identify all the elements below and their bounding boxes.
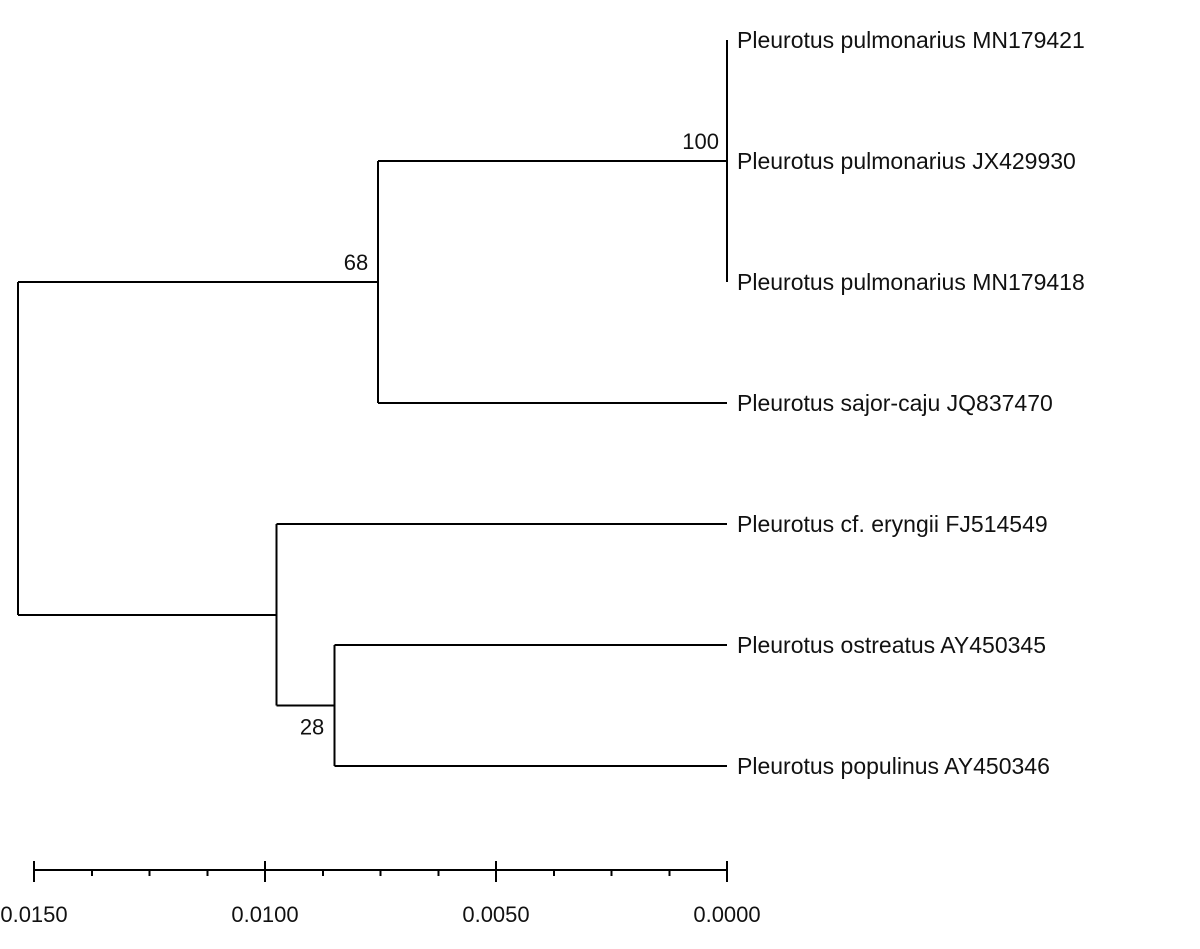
tick-label: 0.0150 bbox=[0, 902, 67, 927]
tick-label: 0.0050 bbox=[462, 902, 529, 927]
support-value-pulmonarius-sajorcaju-clade: 68 bbox=[344, 250, 368, 275]
taxon-label: Pleurotus populinus AY450346 bbox=[737, 753, 1050, 779]
support-values: 100 68 28 bbox=[300, 129, 719, 740]
taxon-label: Pleurotus pulmonarius JX429930 bbox=[737, 148, 1076, 174]
tick-label: 0.0000 bbox=[693, 902, 760, 927]
taxon-label: Pleurotus cf. eryngii FJ514549 bbox=[737, 511, 1048, 537]
support-value-ostreatus-populinus-clade: 28 bbox=[300, 715, 324, 740]
tick-label: 0.0100 bbox=[231, 902, 298, 927]
taxon-label: Pleurotus ostreatus AY450345 bbox=[737, 632, 1046, 658]
scale-axis: 0.0150 0.0100 0.0050 0.0000 bbox=[0, 861, 761, 927]
scale-axis-ticks: 0.0150 0.0100 0.0050 0.0000 bbox=[0, 861, 761, 927]
support-value-pulmonarius-clade: 100 bbox=[682, 129, 719, 154]
taxon-labels: Pleurotus pulmonarius MN179421 Pleurotus… bbox=[737, 27, 1085, 779]
taxon-label: Pleurotus pulmonarius MN179421 bbox=[737, 27, 1085, 53]
tree-branches bbox=[16, 40, 728, 767]
taxon-label: Pleurotus sajor-caju JQ837470 bbox=[737, 390, 1053, 416]
taxon-label: Pleurotus pulmonarius MN179418 bbox=[737, 269, 1085, 295]
